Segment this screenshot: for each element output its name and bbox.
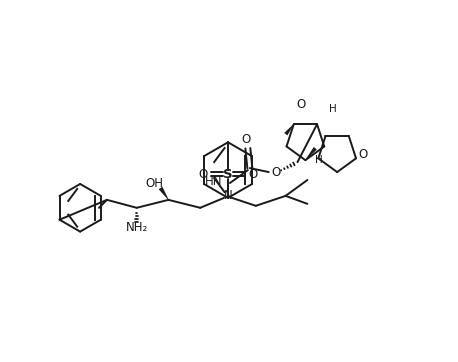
Text: HN: HN — [205, 176, 223, 189]
Text: H: H — [316, 155, 323, 165]
Text: OH: OH — [146, 177, 164, 190]
Text: S: S — [223, 168, 233, 181]
Text: O: O — [271, 165, 280, 178]
Polygon shape — [158, 187, 169, 200]
Text: H: H — [329, 104, 337, 114]
Text: O: O — [241, 133, 251, 146]
Polygon shape — [284, 124, 294, 135]
Text: N: N — [224, 189, 232, 202]
Text: O: O — [358, 148, 368, 161]
Polygon shape — [305, 147, 317, 160]
Text: O: O — [199, 168, 208, 181]
Text: NH₂: NH₂ — [125, 221, 148, 234]
Text: O: O — [297, 98, 306, 111]
Text: O: O — [248, 168, 257, 181]
